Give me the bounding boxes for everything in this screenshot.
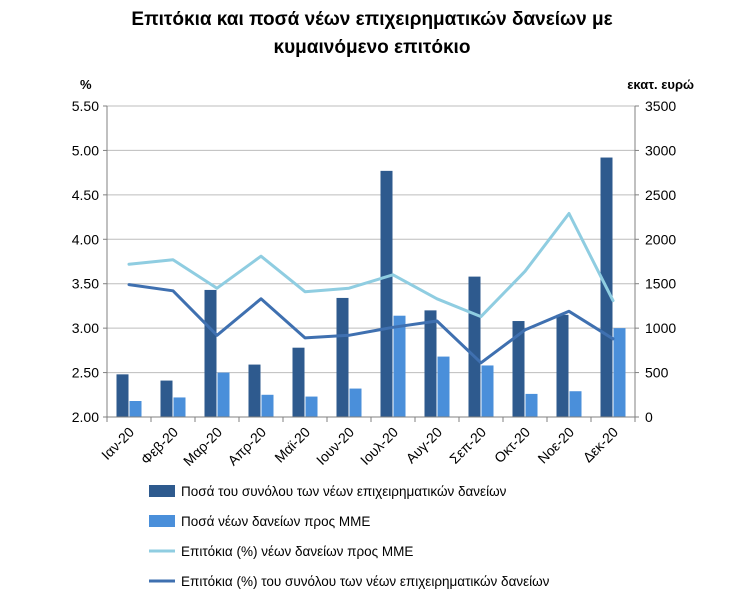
bar-s1-7 [437, 356, 450, 417]
x-tick-label: Αυγ-20 [403, 424, 446, 467]
y-right-tick-label: 3000 [645, 142, 676, 158]
right-axis-unit: εκατ. ευρώ [627, 77, 694, 92]
bar-s0-10 [556, 314, 569, 417]
bar-s0-3 [248, 364, 261, 417]
line-series-2 [127, 212, 615, 319]
bar-s0-7 [424, 310, 437, 417]
bar-s0-2 [204, 289, 217, 417]
y-left-tick-label: 5.50 [72, 98, 99, 114]
y-left-tick-label: 5.00 [72, 142, 99, 158]
chart-title-line-2: κυμαινόμενο επιτόκιο [274, 37, 471, 58]
bar-s1-4 [305, 396, 318, 417]
x-tick-label: Ιαν-20 [98, 424, 137, 463]
legend-label-1: Ποσά νέων δανείων προς ΜΜΕ [181, 514, 370, 529]
gridlines [107, 105, 635, 374]
legend-label-3: Επιτόκια (%) του συνόλου των νέων επιχει… [181, 574, 550, 589]
bar-series-group [116, 157, 626, 417]
y-left-tick-label: 2.50 [72, 365, 99, 381]
legend-label-2: Επιτόκια (%) νέων δανείων προς ΜΜΕ [181, 544, 413, 559]
left-axis-unit: % [80, 77, 92, 92]
bar-s1-2 [217, 372, 230, 417]
x-tick-label: Σεπ-20 [446, 424, 489, 467]
bar-s1-6 [393, 315, 406, 417]
x-tick-label: Ιουλ-20 [357, 424, 401, 468]
chart-title-line-1: Επιτόκια και ποσά νέων επιχειρηματικών δ… [131, 9, 612, 30]
axes [103, 105, 639, 422]
y-right-tick-label: 500 [645, 365, 669, 381]
bar-s0-4 [292, 347, 305, 417]
x-tick-label: Οκτ-20 [491, 424, 533, 466]
bar-s1-5 [349, 388, 362, 417]
x-tick-label: Απρ-20 [224, 424, 269, 469]
bar-s1-0 [129, 401, 142, 417]
bar-s0-5 [336, 297, 349, 417]
y-left-tick-label: 3.00 [72, 320, 99, 336]
x-tick-label: Μαϊ-20 [271, 424, 313, 466]
bar-s1-1 [173, 397, 186, 417]
y-right-tick-label: 1000 [645, 320, 676, 336]
y-right-tick-label: 2000 [645, 231, 676, 247]
y-left-tick-label: 2.00 [72, 409, 99, 425]
x-tick-label: Μαρ-20 [180, 424, 225, 469]
x-tick-label: Νοε-20 [534, 424, 577, 467]
legend-swatch-0 [149, 485, 175, 497]
bar-s0-9 [512, 321, 525, 417]
x-tick-label: Δεκ-20 [580, 424, 622, 466]
y-left-tick-label: 4.50 [72, 187, 99, 203]
bar-s0-8 [468, 276, 481, 417]
bar-s0-0 [116, 374, 129, 417]
bar-s1-8 [481, 365, 494, 417]
x-tick-label: Ιουν-20 [313, 424, 357, 468]
y-left-tick-label: 4.00 [72, 231, 99, 247]
bar-s0-6 [380, 170, 393, 417]
y-right-tick-label: 2500 [645, 187, 676, 203]
y-right-tick-label: 0 [645, 409, 653, 425]
x-tick-label: Φεβ-20 [137, 424, 181, 468]
legend-label-0: Ποσά του συνόλου των νέων επιχειρηματικώ… [181, 484, 507, 499]
bar-s1-3 [261, 394, 274, 417]
bar-s1-9 [525, 393, 538, 417]
bar-s1-11 [613, 328, 626, 417]
bar-s1-10 [569, 391, 582, 417]
y-right-tick-label: 1500 [645, 276, 676, 292]
y-right-tick-label: 3500 [645, 98, 676, 114]
y-left-tick-label: 3.50 [72, 276, 99, 292]
line-series-3 [127, 283, 615, 365]
legend-swatch-1 [149, 515, 175, 527]
line-series-group [127, 212, 615, 365]
legend: Ποσά του συνόλου των νέων επιχειρηματικώ… [149, 484, 550, 589]
bar-s0-1 [160, 380, 173, 417]
